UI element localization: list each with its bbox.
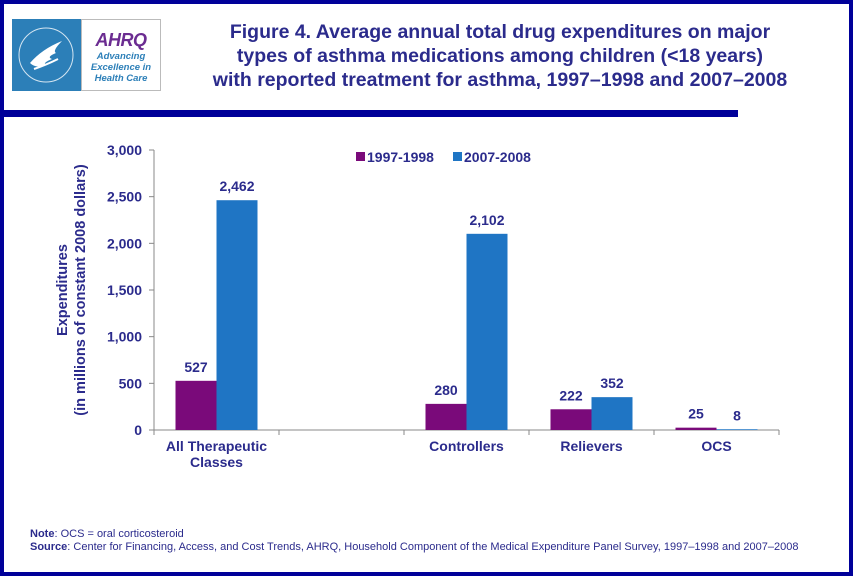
ahrq-tagline-1: Advancing bbox=[96, 51, 146, 62]
data-label: 25 bbox=[688, 406, 704, 422]
y-axis-label: (in millions of constant 2008 dollars) bbox=[73, 164, 89, 416]
bar-1997-1998 bbox=[175, 380, 217, 430]
bar-2007-2008 bbox=[716, 429, 758, 430]
legend-swatch bbox=[356, 152, 365, 161]
notes: Note: OCS = oral corticosteroid Source: … bbox=[30, 528, 830, 554]
legend-swatch bbox=[453, 152, 462, 161]
note-label: Note bbox=[30, 528, 55, 540]
x-category-label: All Therapeutic bbox=[166, 438, 267, 454]
note-text: : OCS = oral corticosteroid bbox=[54, 528, 184, 540]
ahrq-brand: AHRQ Advancing Excellence in Health Care bbox=[81, 19, 161, 91]
chart-title-line-2: types of asthma medications among childr… bbox=[236, 45, 764, 67]
source-label: Source bbox=[30, 541, 68, 553]
legend-label: 2007-2008 bbox=[464, 149, 531, 165]
y-tick-label: 500 bbox=[119, 375, 143, 391]
data-label: 280 bbox=[434, 382, 458, 398]
chart-title-line-3: with reported treatment for asthma, 1997… bbox=[212, 69, 788, 91]
bar-2007-2008 bbox=[466, 233, 508, 430]
data-label: 2,102 bbox=[469, 212, 504, 228]
y-tick-label: 1,000 bbox=[107, 329, 142, 345]
y-tick-label: 1,500 bbox=[107, 282, 142, 298]
legend-label: 1997-1998 bbox=[367, 149, 434, 165]
x-category-label: Classes bbox=[190, 454, 243, 470]
ahrq-brand-text: AHRQ bbox=[95, 30, 148, 50]
data-label: 222 bbox=[559, 387, 583, 403]
x-category-label: OCS bbox=[701, 438, 731, 454]
ahrq-tagline-3: Health Care bbox=[94, 73, 148, 84]
note-line: Note: OCS = oral corticosteroid bbox=[30, 528, 830, 541]
chart-title: Figure 4. Average annual total drug expe… bbox=[200, 20, 800, 92]
data-label: 352 bbox=[600, 375, 624, 391]
hhs-eagle-icon bbox=[12, 19, 81, 91]
ahrq-logo: AHRQ Advancing Excellence in Health Care bbox=[12, 19, 161, 91]
x-category-label: Relievers bbox=[560, 438, 622, 454]
source-text: : Center for Financing, Access, and Cost… bbox=[67, 541, 799, 553]
data-label: 527 bbox=[184, 359, 208, 375]
bar-1997-1998 bbox=[675, 427, 717, 430]
chart-title-line-1: Figure 4. Average annual total drug expe… bbox=[229, 21, 771, 43]
ahrq-tagline-2: Excellence in bbox=[90, 62, 152, 73]
x-category-label: Controllers bbox=[429, 438, 504, 454]
bar-1997-1998 bbox=[425, 403, 467, 430]
y-tick-label: 2,500 bbox=[107, 189, 142, 205]
y-tick-label: 0 bbox=[134, 422, 142, 438]
title-divider bbox=[0, 110, 738, 117]
y-tick-label: 2,000 bbox=[107, 235, 142, 251]
source-line: Source: Center for Financing, Access, an… bbox=[30, 541, 830, 554]
y-tick-label: 3,000 bbox=[107, 142, 142, 158]
data-label: 8 bbox=[733, 407, 741, 423]
bar-2007-2008 bbox=[591, 397, 633, 430]
bar-1997-1998 bbox=[550, 409, 592, 430]
bar-2007-2008 bbox=[216, 200, 258, 430]
data-label: 2,462 bbox=[219, 178, 254, 194]
y-axis-label: Expenditures bbox=[55, 244, 71, 336]
